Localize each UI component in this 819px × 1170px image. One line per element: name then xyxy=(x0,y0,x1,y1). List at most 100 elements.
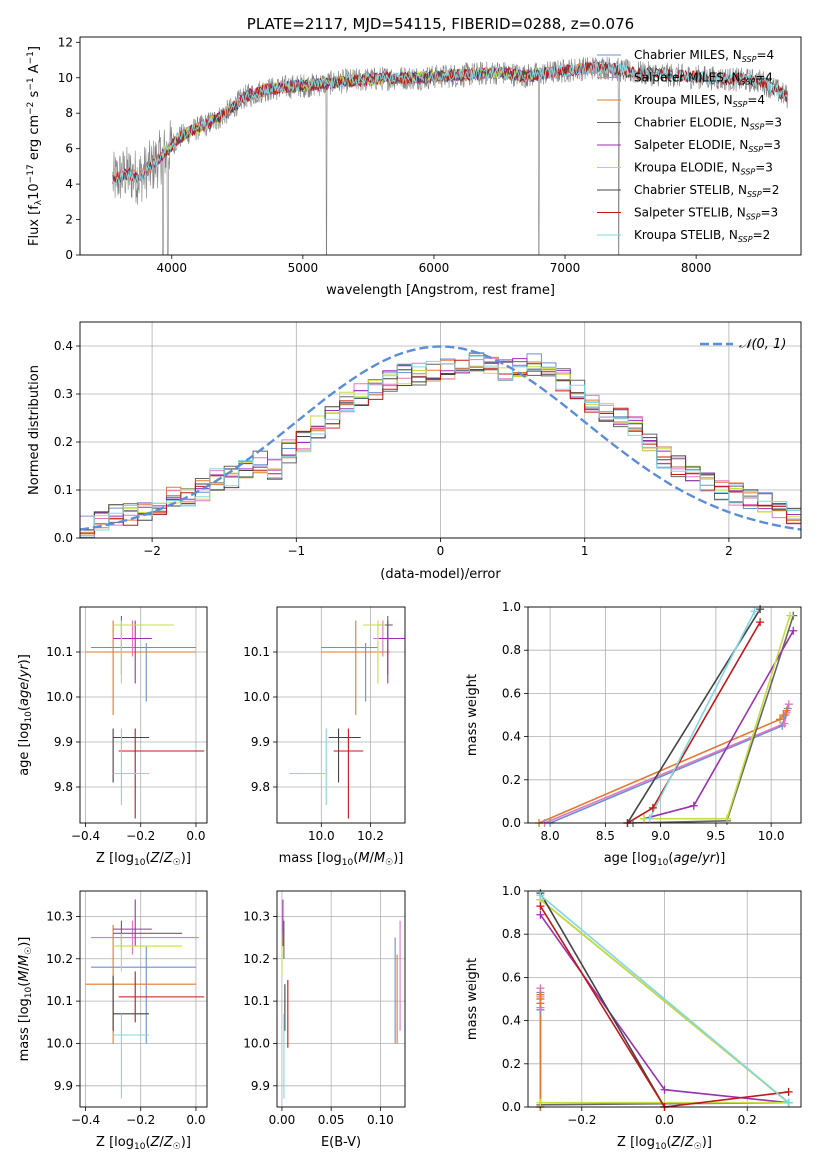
ebv_vs_mass-plot-area xyxy=(281,899,401,1099)
y-tick-label: 0.4 xyxy=(502,730,521,744)
x-axis-label: Z [log10(Z/Z☉)] xyxy=(617,1135,712,1152)
weight-marker xyxy=(722,814,731,823)
x-tick-label: 10.0 xyxy=(308,829,335,843)
weight-marker xyxy=(782,706,791,715)
y-tick-label: 10.0 xyxy=(46,690,73,704)
y-tick-label: 10.3 xyxy=(243,909,270,923)
x-tick-label: 0.0 xyxy=(186,829,205,843)
legend-subscript: SSP xyxy=(733,100,748,109)
weight-marker xyxy=(750,607,759,616)
x-axis-label: wavelength [Angstrom, rest frame] xyxy=(326,283,555,298)
y-tick-label: 0 xyxy=(65,248,73,262)
y-tick-label: 9.9 xyxy=(251,735,270,749)
x-tick-label: 10.2 xyxy=(357,829,384,843)
weight-line-chabrier-stelib xyxy=(539,892,666,1107)
x-tick-label: 0.10 xyxy=(367,1113,394,1127)
y-tick-label: 12 xyxy=(58,35,73,49)
weight-marker xyxy=(536,910,545,919)
weight-line-kroupa-stelib xyxy=(648,610,756,820)
x-tick-label: −0.4 xyxy=(71,1113,100,1127)
age_vs_weight-axes: 8.0 8.5 9.0 9.5 10.0 0.0 0.2 0.4 0.6 0.8 1.0 xyxy=(502,600,801,843)
legend-entry: Chabrier MILES, NSSP=4 xyxy=(634,48,774,64)
x-tick-label: 0.0 xyxy=(655,1113,674,1127)
residual_hist-axes: −2 −1 0 1 2 0.0 0.1 0.2 0.3 0.4 xyxy=(54,322,801,558)
y-tick-label: 10.3 xyxy=(46,909,73,923)
weight-line-kroupa-stelib xyxy=(539,894,790,1104)
y-tick-label: 9.9 xyxy=(251,1079,270,1093)
y-tick-label: 10 xyxy=(58,71,73,85)
x-tick-label: 6000 xyxy=(419,261,450,275)
legend-subscript: SSP xyxy=(742,55,757,64)
legend-label: Salpeter STELIB, N xyxy=(634,206,746,220)
weight-marker xyxy=(536,1098,545,1107)
z_vs_weight-axes: −0.2 0.0 0.2 0.0 0.2 0.4 0.6 0.8 1.0 xyxy=(502,884,801,1127)
legend-subscript: SSP xyxy=(748,145,763,154)
weight-marker xyxy=(756,618,765,627)
weight-marker xyxy=(784,1087,793,1096)
y-tick-label: 10.2 xyxy=(243,952,270,966)
x-tick-label: 0.0 xyxy=(186,1113,205,1127)
legend-entry: Salpeter MILES, NSSP=4 xyxy=(634,71,773,87)
y-tick-label: 2 xyxy=(65,213,73,227)
spectrum-frame xyxy=(79,36,802,256)
z_vs_mass-frame xyxy=(79,890,208,1108)
ebv_vs_mass-frame xyxy=(276,890,406,1108)
weight-marker xyxy=(536,990,545,999)
x-tick-label: 9.5 xyxy=(706,829,725,843)
x-tick-label: −1 xyxy=(287,544,305,558)
legend-suffix: =2 xyxy=(762,183,780,197)
z_vs_age-plot-area xyxy=(85,616,205,819)
x-axis-label: Z [log10(Z/Z☉)] xyxy=(96,1135,191,1152)
y-tick-label: 9.9 xyxy=(54,1079,73,1093)
z_vs_weight-frame xyxy=(527,890,802,1108)
x-axis-label: age [log10(age/yr)] xyxy=(604,851,726,868)
legend-subscript: SSP xyxy=(738,235,753,244)
y-tick-label: 1.0 xyxy=(502,600,521,614)
y-tick-label: 10.1 xyxy=(46,994,73,1008)
weight-marker xyxy=(785,611,794,620)
weight-marker xyxy=(536,902,545,911)
x-tick-label: 0.00 xyxy=(269,1113,296,1127)
legend-label: 𝒩(0, 1) xyxy=(739,337,786,352)
y-axis-label: Flux [fλ10−17 erg cm−2 s−1 A−1] xyxy=(26,46,44,246)
legend-label: Salpeter ELODIE, N xyxy=(634,138,748,152)
age_vs_weight-plot-area xyxy=(538,608,795,823)
chart-title: PLATE=2117, MJD=54115, FIBERID=0288, z=0… xyxy=(247,15,634,33)
y-tick-label: 6 xyxy=(65,142,73,156)
y-tick-label: 0.2 xyxy=(502,1057,521,1071)
z_vs_age-frame xyxy=(79,606,208,824)
legend-subscript: SSP xyxy=(746,213,761,222)
legend-suffix: =3 xyxy=(763,138,781,152)
mass_vs_age-axes: 10.0 10.2 9.8 9.9 10.0 10.1 xyxy=(243,607,405,843)
legend-suffix: =2 xyxy=(753,228,771,242)
y-tick-label: 4 xyxy=(65,177,73,191)
x-tick-label: 10.0 xyxy=(758,829,785,843)
y-tick-label: 9.9 xyxy=(54,735,73,749)
x-tick-label: 9.0 xyxy=(651,829,670,843)
y-tick-label: 0.2 xyxy=(54,435,73,449)
weight-line-salpeter-stelib xyxy=(539,905,789,1107)
x-tick-label: −0.4 xyxy=(71,829,100,843)
y-axis-label: mass [log10(M/M☉)] xyxy=(17,937,34,1062)
y-axis-label: Normed distribution xyxy=(27,365,42,495)
y-tick-label: 0.0 xyxy=(502,1100,521,1114)
y-tick-label: 0.8 xyxy=(502,643,521,657)
observed-spectrum xyxy=(112,56,788,255)
normal-curve xyxy=(80,345,801,531)
legend-suffix: =3 xyxy=(755,161,773,175)
weight-line-chabrier-elodie xyxy=(632,615,795,823)
x-axis-label: Z [log10(Z/Z☉)] xyxy=(96,851,191,868)
y-tick-label: 0.6 xyxy=(502,970,521,984)
legend-label: Salpeter MILES, N xyxy=(634,71,741,85)
histogram-kroupa-stelib xyxy=(80,355,801,538)
y-tick-label: 8 xyxy=(65,106,73,120)
legend-subscript: SSP xyxy=(741,78,756,87)
y-tick-label: 0.0 xyxy=(54,531,73,545)
y-tick-label: 10.1 xyxy=(46,645,73,659)
weight-marker xyxy=(756,605,765,614)
legend-entry: Kroupa MILES, NSSP=4 xyxy=(634,93,765,109)
legend-suffix: =4 xyxy=(747,93,765,107)
y-axis-label: mass weight xyxy=(465,674,480,756)
legend-subscript: SSP xyxy=(741,168,756,177)
spectrum-axes: 4000 5000 6000 7000 8000 0 2 4 6 8 10 12 xyxy=(58,35,712,275)
